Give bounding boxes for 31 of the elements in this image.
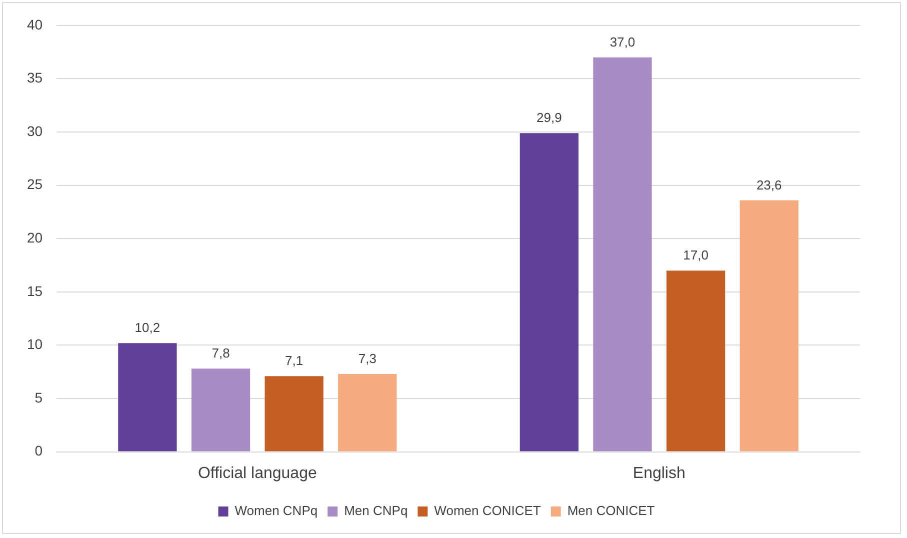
y-tick-label: 30 — [26, 122, 43, 139]
legend-label: Women CNPq — [234, 503, 318, 518]
bar — [666, 270, 726, 452]
bar — [338, 374, 397, 452]
y-tick-label: 5 — [34, 389, 43, 406]
data-label: 10,2 — [134, 320, 160, 336]
x-tick-label: Official language — [198, 464, 317, 482]
data-label: 23,6 — [756, 177, 782, 192]
legend-label: Men CONICET — [567, 503, 655, 518]
y-tick-label: 10 — [26, 336, 43, 352]
y-tick-label: 40 — [26, 16, 43, 32]
bar — [593, 57, 652, 452]
data-label: 17,0 — [683, 248, 708, 263]
data-label: 7,8 — [212, 346, 230, 361]
legend-label: Women CONICET — [434, 503, 541, 518]
bar — [118, 343, 177, 452]
data-label: 7,3 — [358, 351, 376, 366]
legend-label: Men CNPq — [344, 503, 408, 518]
y-tick-label: 35 — [26, 70, 43, 86]
y-tick-label: 15 — [26, 282, 43, 299]
data-label: 37,0 — [610, 34, 636, 50]
y-tick-label: 20 — [26, 229, 43, 246]
y-tick-label: 25 — [26, 176, 43, 192]
data-label: 7,1 — [285, 353, 304, 368]
y-tick-label: 0 — [34, 442, 43, 459]
data-label: 29,9 — [536, 110, 562, 126]
bar — [520, 133, 578, 452]
x-tick-label: English — [632, 464, 686, 482]
bar — [264, 376, 324, 452]
bar — [191, 368, 250, 452]
bar — [740, 200, 798, 452]
